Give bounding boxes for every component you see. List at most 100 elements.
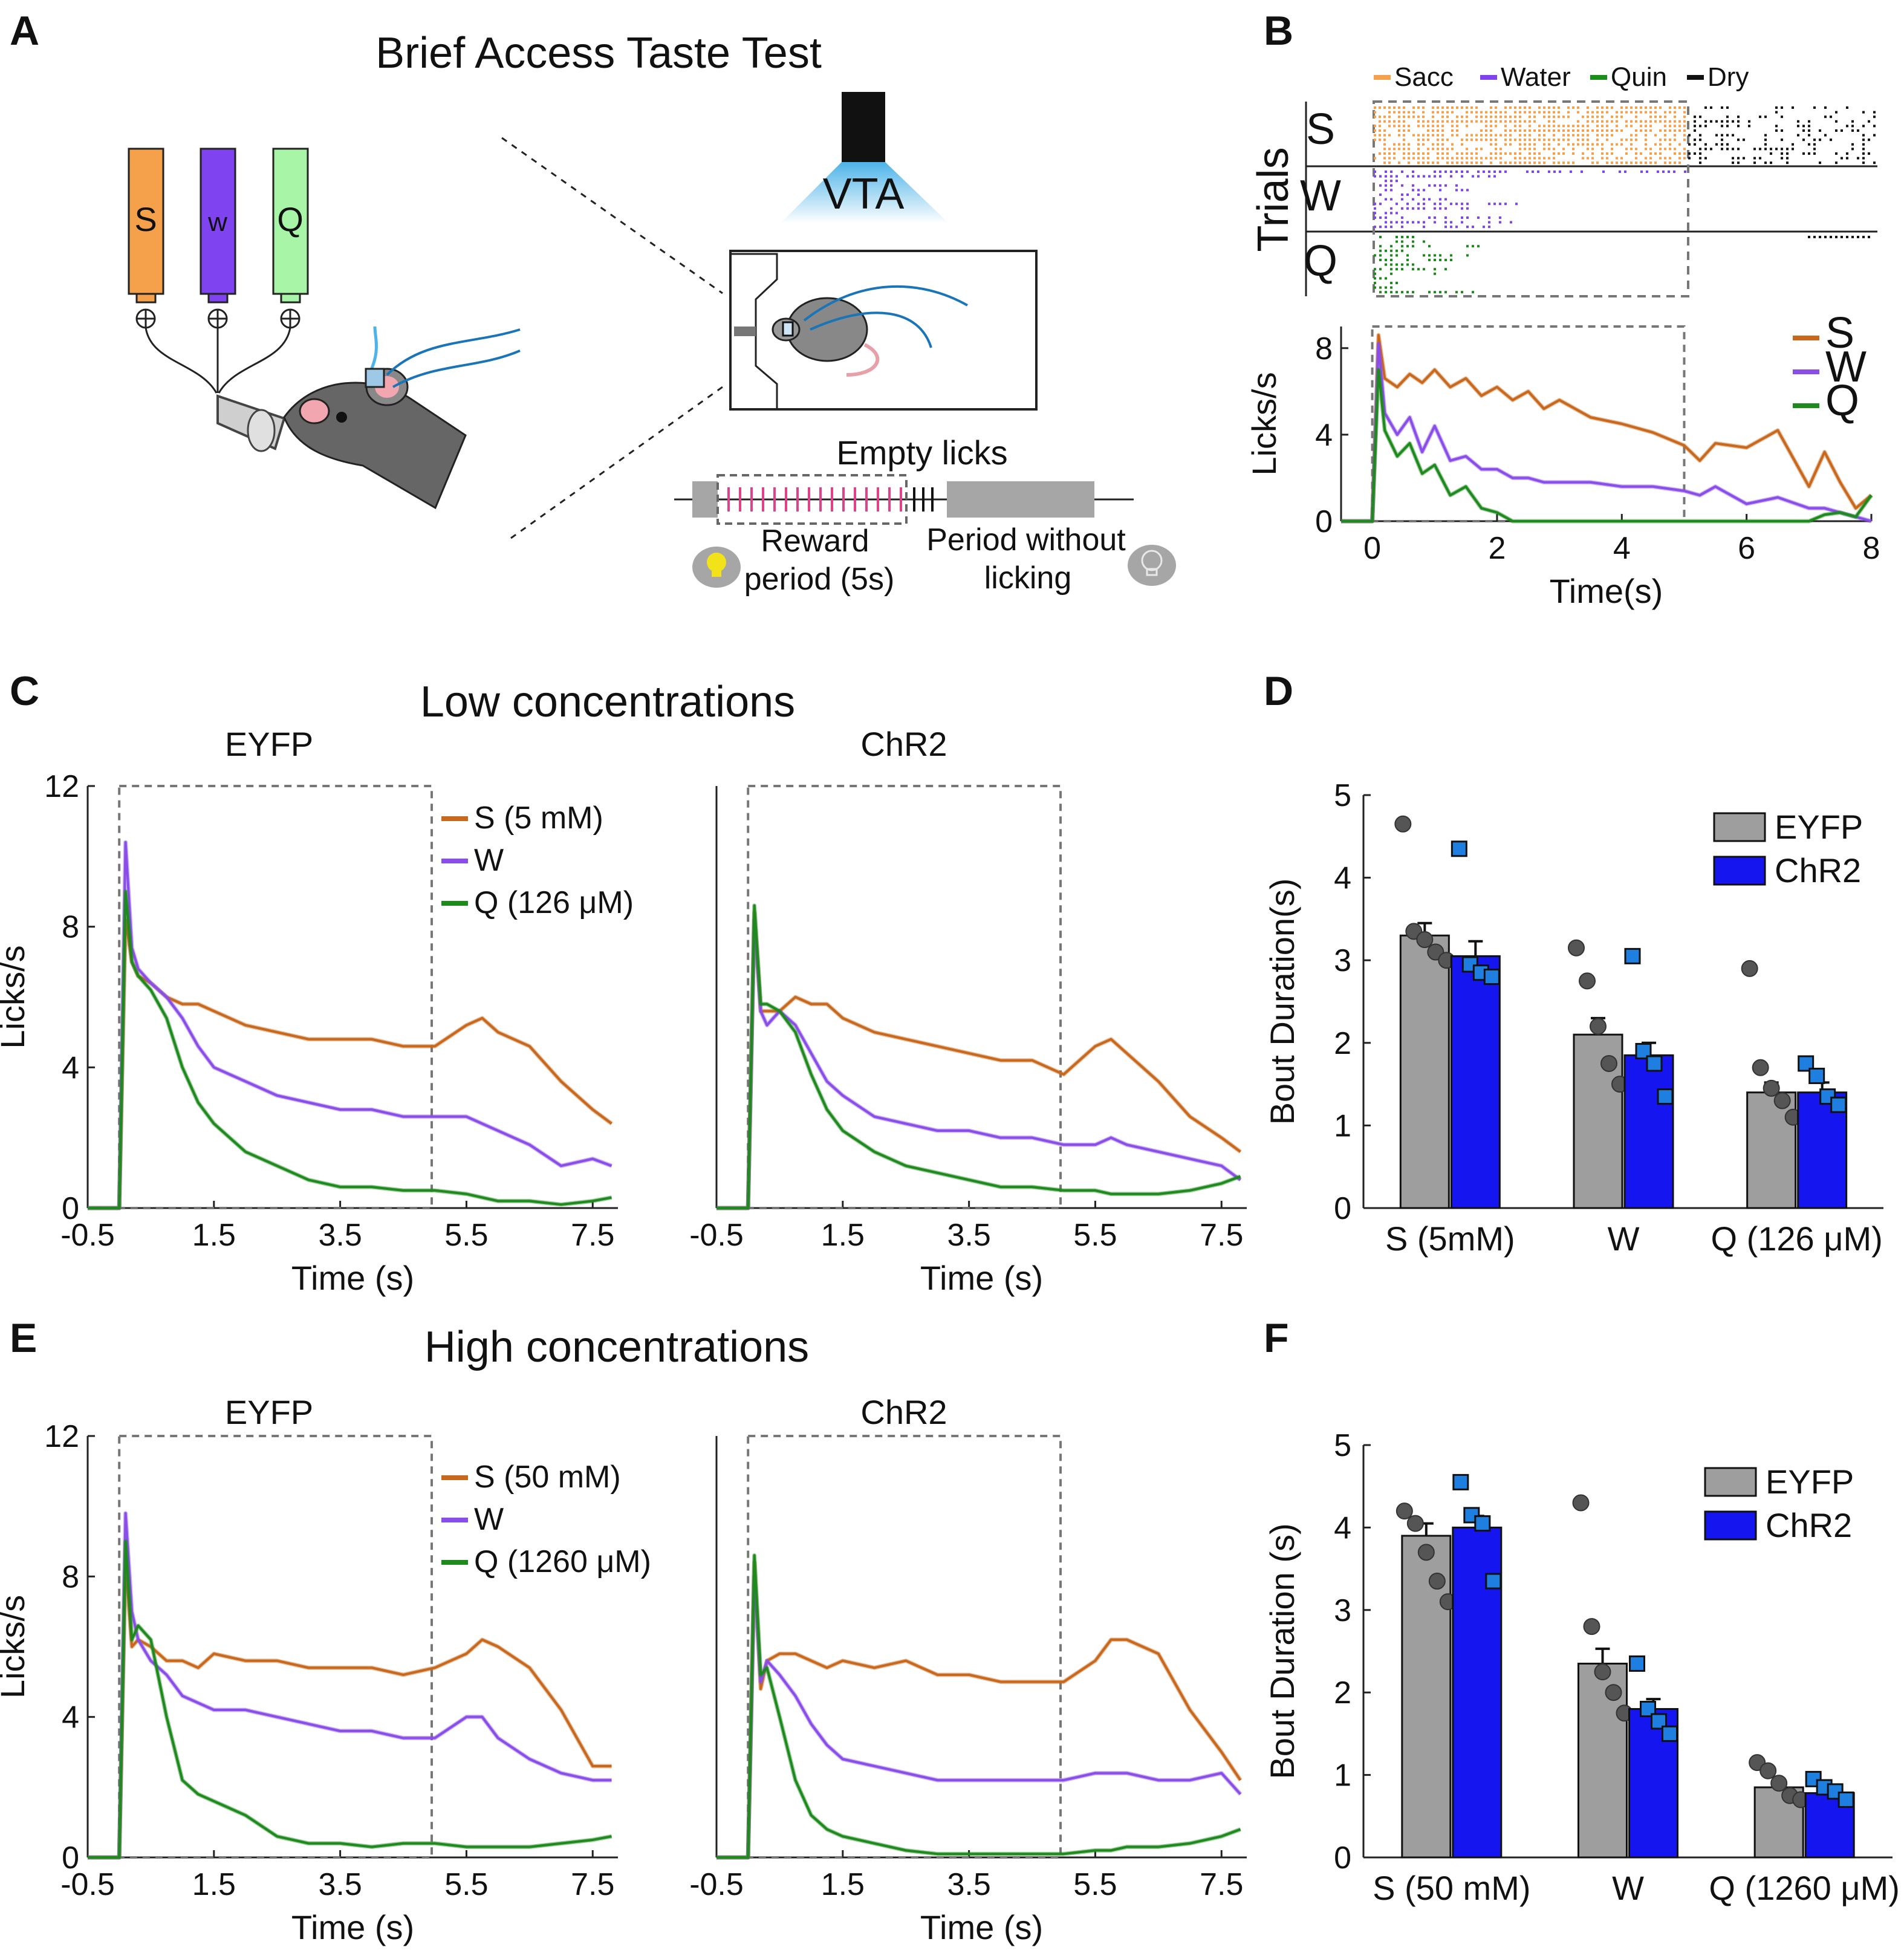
raster-dot [1514, 152, 1516, 155]
raster-dot [1446, 138, 1449, 141]
raster-dot [1674, 148, 1676, 151]
raster-dot [1683, 157, 1686, 160]
raster-dot [1611, 106, 1613, 109]
raster-dot [1470, 106, 1473, 109]
raster-dot [1437, 143, 1439, 146]
raster-dot [1577, 111, 1579, 114]
raster-dot [1412, 175, 1414, 178]
eyfp-point [1759, 1762, 1777, 1779]
raster-dot [1770, 161, 1772, 164]
raster-dot [1835, 161, 1837, 164]
raster-dot [1616, 120, 1618, 123]
raster-dot [1439, 198, 1441, 201]
eyfp-point [1416, 931, 1434, 949]
raster-dot [1649, 157, 1652, 160]
raster-dot [1499, 157, 1502, 160]
raster-dot [1475, 111, 1478, 114]
raster-dot [1390, 254, 1392, 257]
raster-dot [1657, 171, 1659, 173]
raster-dot [1401, 207, 1403, 210]
legend-label-S: S [1825, 309, 1854, 357]
raster-dot [1515, 203, 1518, 206]
raster-dot [1659, 143, 1662, 146]
raster-dot [1456, 115, 1458, 119]
panel-d-bar-chart: 0 1 2 3 4 5 S (5mM) W Q (126 μM) Bout Duration(s)… [1263, 778, 1883, 1258]
raster-dot [1485, 129, 1487, 132]
raster-dot [1475, 115, 1478, 119]
raster-dot [1649, 115, 1652, 119]
raster-dot [1674, 106, 1676, 109]
raster-dot [1824, 134, 1827, 137]
y-tick-label: 2 [1334, 1675, 1351, 1710]
raster-dot [1403, 138, 1405, 141]
raster-dot [1543, 157, 1545, 160]
raster-dot [1808, 129, 1810, 132]
raster-dot [1412, 263, 1414, 266]
raster-dot [1437, 138, 1439, 141]
raster-dot [1596, 134, 1599, 137]
raster-dot [1846, 125, 1848, 128]
raster-dot [1786, 152, 1789, 155]
raster-dot [1567, 111, 1570, 114]
y-tick-label: 4 [1334, 861, 1351, 896]
y-tick-label: 2 [1334, 1026, 1351, 1061]
raster-dot [1538, 129, 1541, 132]
raster-dot [1417, 106, 1420, 109]
raster-dot [1567, 129, 1570, 132]
raster-dot [1669, 143, 1671, 146]
y-tick-label: 4 [1315, 418, 1333, 453]
y-tick-label: 8 [1315, 331, 1333, 366]
raster-dot [1401, 184, 1403, 187]
raster-dot [1699, 148, 1701, 151]
raster-dot [1587, 125, 1589, 128]
raster-dot [1472, 291, 1474, 294]
raster-dot [1654, 111, 1657, 114]
raster-dot [1393, 148, 1396, 151]
raster-dot [1529, 134, 1531, 137]
raster-dot [1587, 148, 1589, 151]
raster-dot [1620, 143, 1623, 146]
raster-dot [1509, 138, 1512, 141]
raster-dot [1470, 157, 1473, 160]
raster-dot [1499, 171, 1501, 173]
raster-dot [1383, 157, 1386, 160]
raster-dot [1873, 134, 1876, 137]
x-tick-label: 5.5 [1073, 1218, 1117, 1253]
raster-dot [1846, 236, 1848, 238]
raster-dot [1379, 152, 1381, 155]
raster-dot [1466, 115, 1468, 119]
raster-dot [1390, 245, 1392, 248]
raster-dot [1385, 171, 1387, 173]
y-tick-label: 3 [1334, 1593, 1351, 1628]
y-tick-label: 0 [62, 1840, 79, 1876]
raster-dot [1674, 120, 1676, 123]
raster-dot [1412, 189, 1414, 192]
series-Q-line [716, 904, 1241, 1209]
raster-dot [1432, 125, 1434, 128]
raster-dot [1379, 286, 1382, 289]
raster-dot [1403, 143, 1405, 146]
raster-dot [1868, 120, 1870, 123]
raster-dot [1813, 148, 1816, 151]
raster-dot [1558, 161, 1560, 164]
y-tick-label: 5 [1334, 1428, 1351, 1463]
panel-c-chr2-title: ChR2 [860, 725, 947, 763]
raster-dot [1620, 106, 1623, 109]
raster-dot [1577, 125, 1579, 128]
raster-dot [1830, 236, 1832, 238]
y-tick-label: 8 [62, 1559, 79, 1594]
raster-dot [1451, 148, 1454, 151]
raster-dot [1396, 221, 1398, 224]
raster-dot [1548, 143, 1550, 146]
raster-dot [1649, 161, 1652, 164]
raster-dot [1432, 111, 1434, 114]
y-tick-label: 4 [62, 1700, 79, 1735]
x-tick-label: 7.5 [1200, 1867, 1243, 1902]
panel-e-label: E [10, 1315, 37, 1361]
raster-dot [1509, 120, 1512, 123]
raster-dot [1393, 125, 1396, 128]
raster-dot [1616, 115, 1618, 119]
series-Q-band [88, 1539, 612, 1860]
raster-dot [1388, 115, 1391, 119]
raster-dot [1488, 226, 1490, 229]
